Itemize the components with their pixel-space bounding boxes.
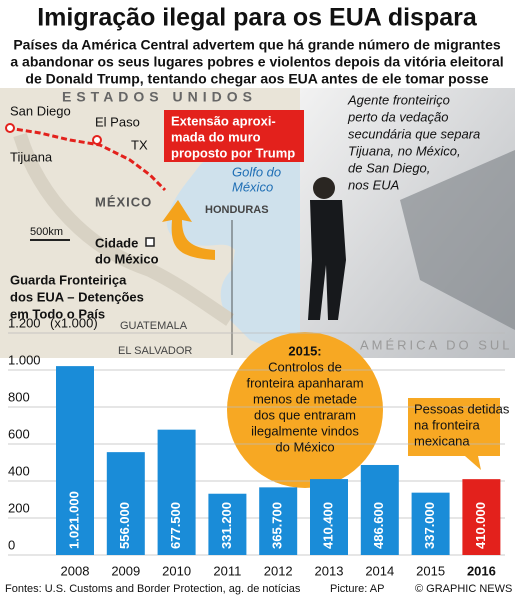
map-label: EL SALVADOR [118,345,192,357]
chart-title: dos EUA – Detenções [10,289,144,304]
title: Imigração ilegal para os EUA dispara [37,4,478,32]
arrow [162,200,215,260]
footer: Fontes: U.S. Customs and Border Protecti… [5,583,301,595]
x-tick-label: 2009 [111,563,140,578]
subtitle: a abandonar os seus lugares pobres e vio… [10,54,503,70]
highlight-note [408,398,500,456]
wall-callout [164,110,304,162]
fence [400,150,515,330]
map-label: Golfo do [232,164,281,179]
value-label: 337.000 [422,502,437,549]
chart: 0 200 400 600 800 1.000 1.200 (x1.000) 1.021.000… [8,315,505,578]
subtitle: Países da América Central advertem que h… [13,37,501,53]
callout-text: Extensão aproxi- [171,113,276,128]
photo-caption: Tijuana, no México, [348,143,461,158]
note-text: mexicana [414,433,470,448]
callout-text: mada do muro [171,129,261,144]
photo-caption: perto da vedação [347,109,448,124]
bar [411,492,450,555]
annotation-text: menos de metade [253,391,357,406]
x-tick-label: 2014 [365,563,394,578]
x-tick-label: 2015 [416,563,445,578]
bar [208,493,247,555]
bar [360,464,399,555]
annotation-text: ilegalmente vindos [251,423,359,438]
bar [310,479,348,555]
y-tick-label: 200 [8,500,30,515]
map-label: AMÉRICA DO SUL [360,337,513,352]
map-land [0,88,300,358]
value-label: 486.600 [371,502,386,549]
agent [313,177,335,199]
bar [462,479,501,555]
annotation-text: Controlos de [268,359,342,374]
map-label: HONDURAS [205,204,269,216]
map-label: ESTADOS UNIDOS [62,89,257,105]
y-tick-label: 1.000 [8,352,41,367]
note-text: Pessoas detidas [414,401,510,416]
map-label: TX [131,137,148,152]
photo-caption: Agente fronteiriço [347,92,450,107]
map-label: 500km [30,226,63,238]
y-tick-label: 800 [8,389,30,404]
x-tick-label: 2012 [264,563,293,578]
value-label: 365.700 [270,502,285,549]
x-tick-label: 2008 [61,563,90,578]
y-tick-label: 0 [8,537,15,552]
note-text: na fronteira [414,417,481,432]
subtitle: de Donald Trump, tentando chegar aos EUA… [25,71,488,87]
y-tick-label: 1.200 [8,315,41,330]
bar [259,487,298,555]
y-tick-label: 600 [8,426,30,441]
map-label: Cidade [95,235,138,250]
value-label: 331.200 [219,502,234,549]
callout-text: proposto por Trump [171,145,295,160]
footer: Picture: AP [330,583,384,595]
photo-caption: nos EUA [348,177,399,192]
map-label: Tijuana [10,149,53,164]
x-tick-label: 2011 [213,563,241,578]
capital-marker [145,237,155,247]
photo-caption: de San Diego, [348,160,430,175]
footer: © GRAPHIC NEWS [415,583,512,595]
annotation-text: fronteira apanharam [246,375,363,390]
map-label: San Diego [10,103,71,118]
x-tick-label: 2013 [315,563,344,578]
annotation-circle [227,332,383,488]
value-label: 677.500 [168,502,183,549]
note-pointer [465,456,481,470]
city-dot [5,123,15,133]
chart-title: em Todo o País [10,306,105,321]
y-tick-label: 400 [8,463,30,478]
value-label: 556.000 [117,502,132,549]
x-tick-label: 2016 [467,563,496,578]
chart-title: Guarda Fronteiriça [10,272,127,287]
border-wall [7,126,167,192]
agent [308,200,346,320]
annotation-text: do México [275,439,334,454]
map-label: do México [95,251,159,266]
city-dot [92,135,102,145]
map-mexico [13,132,234,326]
bar [106,452,145,555]
annotation-text: dos que entraram [254,407,356,422]
value-label: 410.000 [473,502,488,549]
map-label: El Paso [95,114,140,129]
map-label: MÉXICO [95,194,152,209]
map-label: GUATEMALA [120,320,188,332]
value-label: 1.021.000 [66,491,81,549]
photo-caption: secundária que separa [348,126,480,141]
bar [157,429,196,555]
bar [56,366,94,555]
y-unit: (x1.000) [50,315,98,330]
map-label: México [232,179,273,194]
x-tick-label: 2010 [162,563,191,578]
value-label: 410.400 [320,502,335,549]
annotation-heading: 2015: [288,343,321,358]
